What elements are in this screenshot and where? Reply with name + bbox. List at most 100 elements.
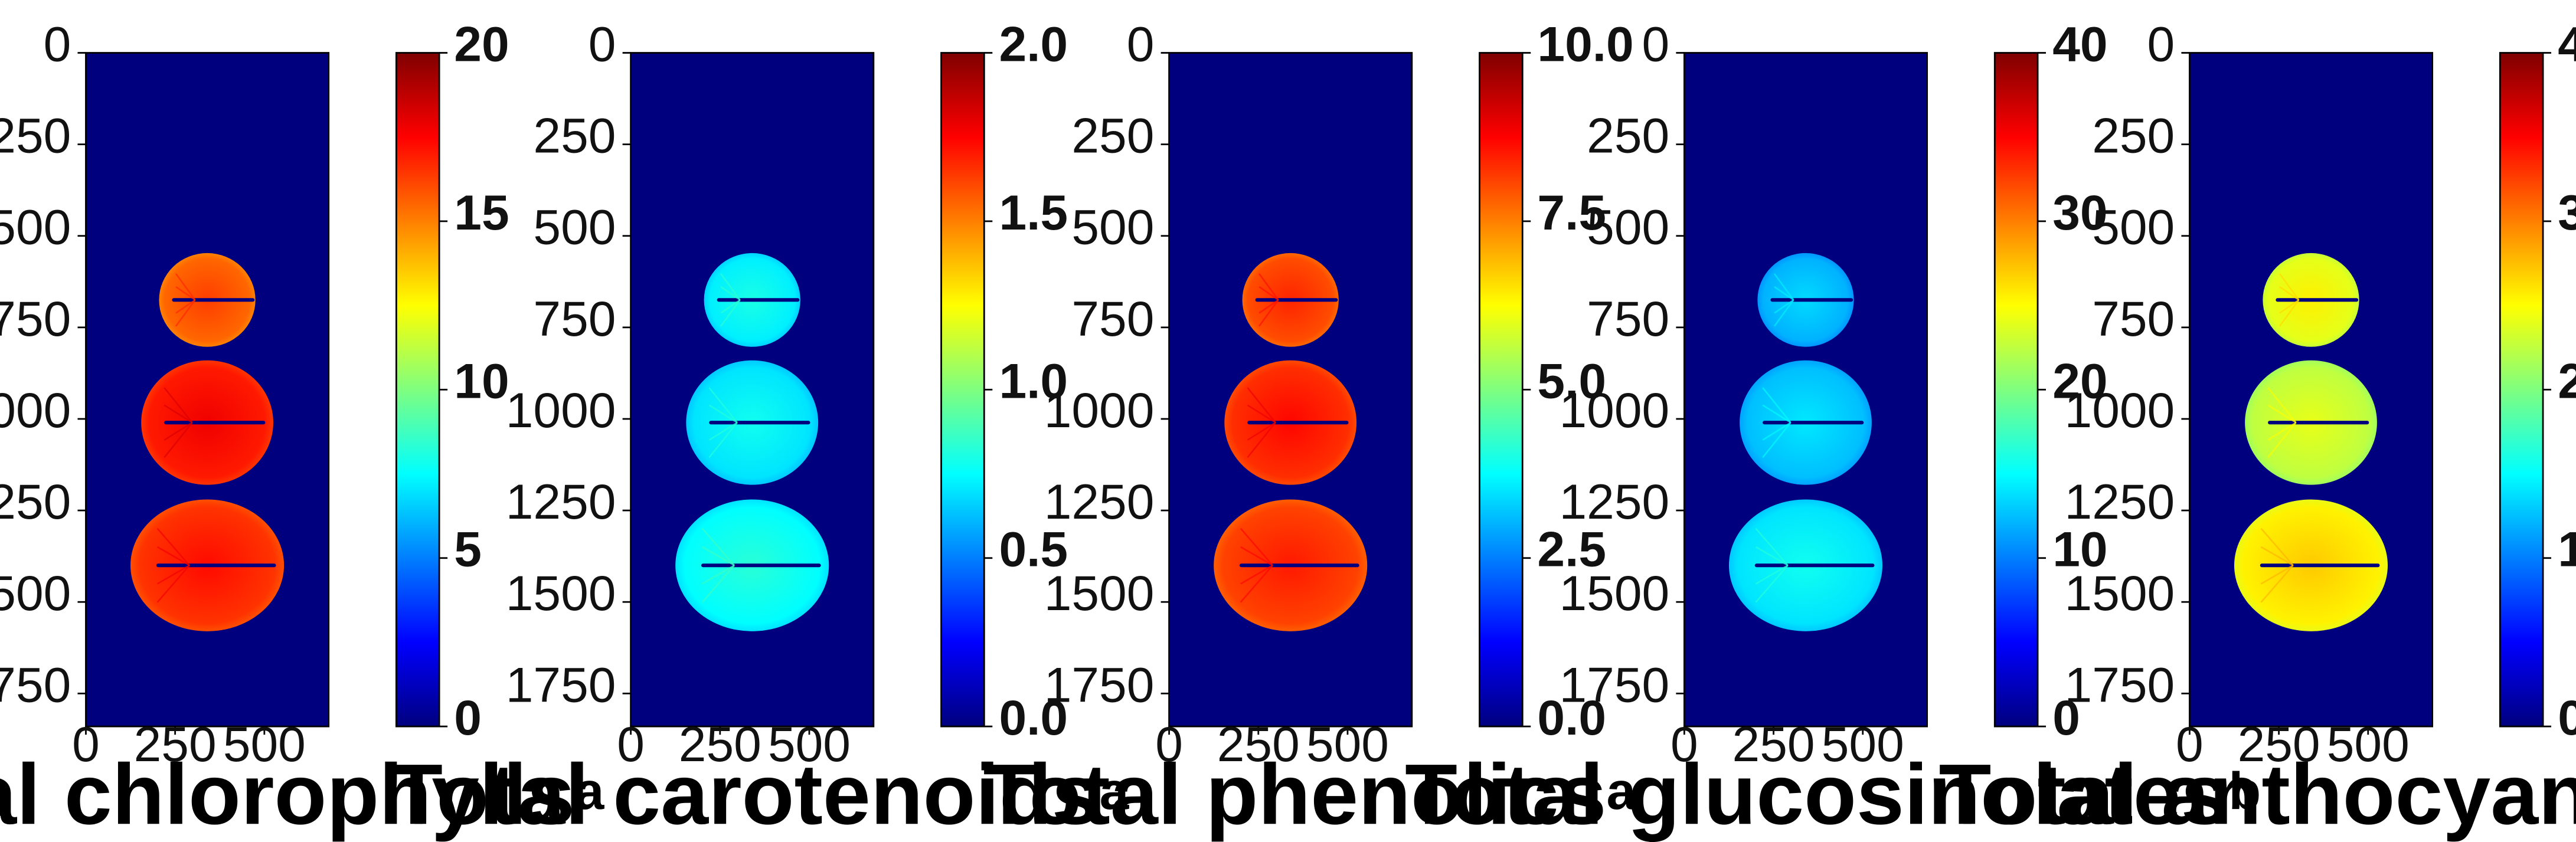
x-tick-label: 0 <box>2176 716 2204 772</box>
colorbar <box>2499 52 2544 728</box>
leaf-vein <box>702 546 735 566</box>
y-tick-label: 500 <box>1071 199 1154 255</box>
leaf-vein <box>175 273 196 301</box>
leaf-vein <box>156 565 190 585</box>
x-tick-label: 500 <box>768 716 851 772</box>
y-tick-label: 1250 <box>1044 474 1155 529</box>
colorbar-tick-label: 1.5 <box>999 185 1068 240</box>
y-tick-label: 500 <box>533 199 616 255</box>
panel-title-superscript: b <box>2229 761 2261 820</box>
y-tick-label: 1750 <box>506 657 616 712</box>
y-tick-label: 500 <box>1587 199 1669 255</box>
y-tick-label: 500 <box>0 199 71 255</box>
colorbar-tick-label: 7.5 <box>1537 185 1606 240</box>
leaf-vein <box>156 565 190 603</box>
colorbar <box>395 52 440 728</box>
leaf-vein <box>720 273 741 301</box>
leaf-vein <box>1247 422 1276 441</box>
colorbar-tick-label: 2.0 <box>999 17 1068 72</box>
axes-frame <box>2189 52 2434 728</box>
leaf-vein <box>2260 565 2294 603</box>
y-tick-label: 1000 <box>2065 382 2175 438</box>
leaf-vein <box>1240 565 1273 603</box>
leaf-vein <box>2278 299 2300 327</box>
panel-title-text: Total phenolics <box>983 746 1606 842</box>
y-tick-label: 1750 <box>0 657 71 712</box>
panel-title-text: Total chlorophylls <box>0 746 575 842</box>
y-tick-label: 1750 <box>1044 657 1155 712</box>
y-tick-label: 500 <box>2092 199 2175 255</box>
leaf-vein <box>708 422 738 458</box>
leaf-vein <box>1755 546 1789 566</box>
y-tick-label: 0 <box>1127 17 1155 72</box>
leaf-vein <box>2279 286 2300 301</box>
leaf-vein <box>1247 404 1276 424</box>
leaf-vein <box>2267 422 2297 458</box>
y-tick-label: 0 <box>589 17 616 72</box>
panel-title-superscript: a <box>1606 761 1636 820</box>
x-tick-label: 250 <box>1217 716 1300 772</box>
x-tick-label: 0 <box>617 716 645 772</box>
leaf-vein <box>2260 565 2294 585</box>
leaf-vein <box>1774 286 1794 301</box>
y-tick-label: 1000 <box>1560 382 1670 438</box>
y-tick-label: 750 <box>2092 291 2175 346</box>
leaf-vein <box>164 387 193 423</box>
leaf-vein <box>708 404 738 424</box>
axes-frame <box>630 52 875 728</box>
leaf-vein <box>1258 299 1279 327</box>
x-tick-label: 250 <box>2238 716 2320 772</box>
leaf-2 <box>686 360 819 485</box>
y-tick-label: 1750 <box>2065 657 2175 712</box>
leaf-3 <box>1214 499 1368 631</box>
colorbar-tick-label: 10.0 <box>1537 17 1633 72</box>
colorbar-tick-label: 10 <box>454 353 509 408</box>
y-tick-label: 250 <box>533 108 616 163</box>
colorbar <box>1479 52 1524 728</box>
x-tick-label: 250 <box>679 716 761 772</box>
y-tick-label: 1000 <box>506 382 616 438</box>
leaf-3 <box>675 499 829 631</box>
axes-frame <box>85 52 330 728</box>
leaf-vein <box>702 565 735 585</box>
colorbar <box>940 52 985 728</box>
x-tick-label: 250 <box>1732 716 1815 772</box>
colorbar-tick-label: 0 <box>2558 690 2576 745</box>
leaf-vein <box>720 299 741 327</box>
leaf-vein <box>1240 565 1273 585</box>
leaf-vein <box>1240 546 1273 566</box>
x-tick-label: 500 <box>2327 716 2410 772</box>
colorbar-tick-label: 10 <box>2052 522 2107 577</box>
colorbar-tick-label: 1.0 <box>999 353 1068 408</box>
colorbar-tick-label: 15 <box>454 185 509 240</box>
y-tick-label: 1250 <box>506 474 616 529</box>
leaf-vein <box>708 387 738 423</box>
leaf-vein <box>708 422 738 441</box>
y-tick-label: 1250 <box>0 474 71 529</box>
leaf-1 <box>1757 253 1854 347</box>
leaf-1 <box>159 253 256 347</box>
leaf-vein <box>1258 273 1279 301</box>
leaf-2 <box>1740 360 1872 485</box>
panel-title: Total chlorophyllsa <box>0 746 605 842</box>
x-tick-label: 250 <box>134 716 217 772</box>
leaf-vein <box>156 528 190 566</box>
colorbar-tick-label: 40 <box>2052 17 2107 72</box>
y-tick-label: 1500 <box>2065 565 2175 621</box>
y-tick-label: 750 <box>0 291 71 346</box>
x-tick-label: 500 <box>223 716 306 772</box>
x-tick-label: 500 <box>1822 716 1904 772</box>
colorbar-tick-label: 30 <box>2052 185 2107 240</box>
leaf-vein <box>164 422 193 441</box>
colorbar-tick-label: 20 <box>2558 353 2576 408</box>
leaf-vein <box>1755 528 1789 566</box>
panel-title: Total glucosinolatesb <box>1405 746 2261 842</box>
leaf-vein <box>2267 404 2297 424</box>
leaf-vein <box>2267 422 2297 441</box>
colorbar-tick-label: 40 <box>2558 17 2576 72</box>
leaf-vein <box>175 299 196 314</box>
panel-1: 0250500750100012501500175002505000510152… <box>0 17 605 842</box>
